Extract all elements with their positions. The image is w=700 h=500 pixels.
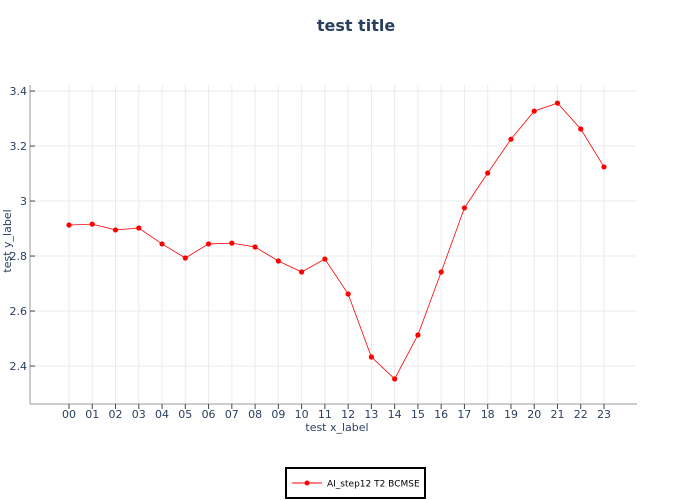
data-point (89, 221, 95, 227)
x-tick-label: 07 (225, 408, 239, 421)
legend-marker-swatch (304, 480, 310, 486)
x-tick-label: 03 (132, 408, 146, 421)
x-tick-label: 00 (62, 408, 76, 421)
data-point (229, 240, 235, 246)
legend-label: AI_step12 T2 BCMSE (327, 480, 420, 490)
data-point (299, 269, 305, 275)
data-point (66, 222, 72, 228)
data-point (112, 227, 119, 233)
x-tick-label: 21 (550, 408, 564, 421)
data-point (508, 136, 514, 142)
x-tick-label: 22 (574, 408, 588, 421)
y-ticks: 2.4 2.6 2.8 3 3.2 3.4 (10, 85, 35, 373)
x-tick-label: 11 (318, 408, 332, 421)
x-tick-label: 18 (481, 408, 495, 421)
data-point (531, 108, 537, 114)
data-point (415, 332, 421, 338)
data-point (368, 354, 374, 360)
x-tick-label: 02 (109, 408, 123, 421)
data-point (578, 126, 584, 132)
x-tick-label: 10 (295, 408, 309, 421)
series-group (66, 100, 607, 382)
x-tick-label: 23 (597, 408, 611, 421)
x-tick-label: 16 (434, 408, 448, 421)
x-tick-label: 05 (178, 408, 192, 421)
x-ticks: 00 01 02 03 04 05 06 07 08 09 10 11 12 13 14 15 16 17 18 19… (62, 404, 611, 421)
grid (30, 85, 637, 404)
x-tick-label: 09 (271, 408, 285, 421)
data-point (182, 255, 188, 261)
data-point (205, 241, 212, 247)
data-point (485, 170, 491, 176)
data-point (275, 258, 281, 264)
x-tick-label: 08 (248, 408, 262, 421)
data-point (345, 291, 351, 297)
x-tick-label: 13 (364, 408, 378, 421)
x-tick-label: 01 (85, 408, 99, 421)
x-tick-label: 04 (155, 408, 169, 421)
y-tick-label: 3.4 (10, 85, 28, 98)
chart-title: test title (317, 16, 396, 35)
x-tick-label: 15 (411, 408, 425, 421)
y-tick-label: 3 (20, 195, 27, 208)
data-point (392, 376, 398, 382)
data-point (252, 244, 258, 250)
y-tick-label: 2.4 (10, 360, 28, 373)
y-axis-label: test y_label (1, 209, 14, 272)
x-tick-label: 14 (388, 408, 402, 421)
y-tick-label: 2.6 (10, 305, 28, 318)
x-tick-label: 06 (202, 408, 216, 421)
data-point (322, 256, 328, 262)
data-point (438, 269, 444, 275)
data-point (136, 225, 142, 231)
x-tick-label: 20 (527, 408, 541, 421)
y-tick-label: 2.8 (10, 250, 28, 263)
x-axis-label: test x_label (305, 421, 368, 434)
data-point (159, 241, 165, 247)
series-line (68, 102, 605, 380)
x-tick-label: 17 (457, 408, 471, 421)
data-point (554, 100, 561, 106)
data-point (601, 164, 607, 170)
x-tick-label: 19 (504, 408, 518, 421)
x-tick-label: 12 (341, 408, 355, 421)
y-tick-label: 3.2 (10, 140, 28, 153)
legend[interactable]: AI_step12 T2 BCMSE (285, 467, 426, 499)
data-point (461, 205, 468, 211)
